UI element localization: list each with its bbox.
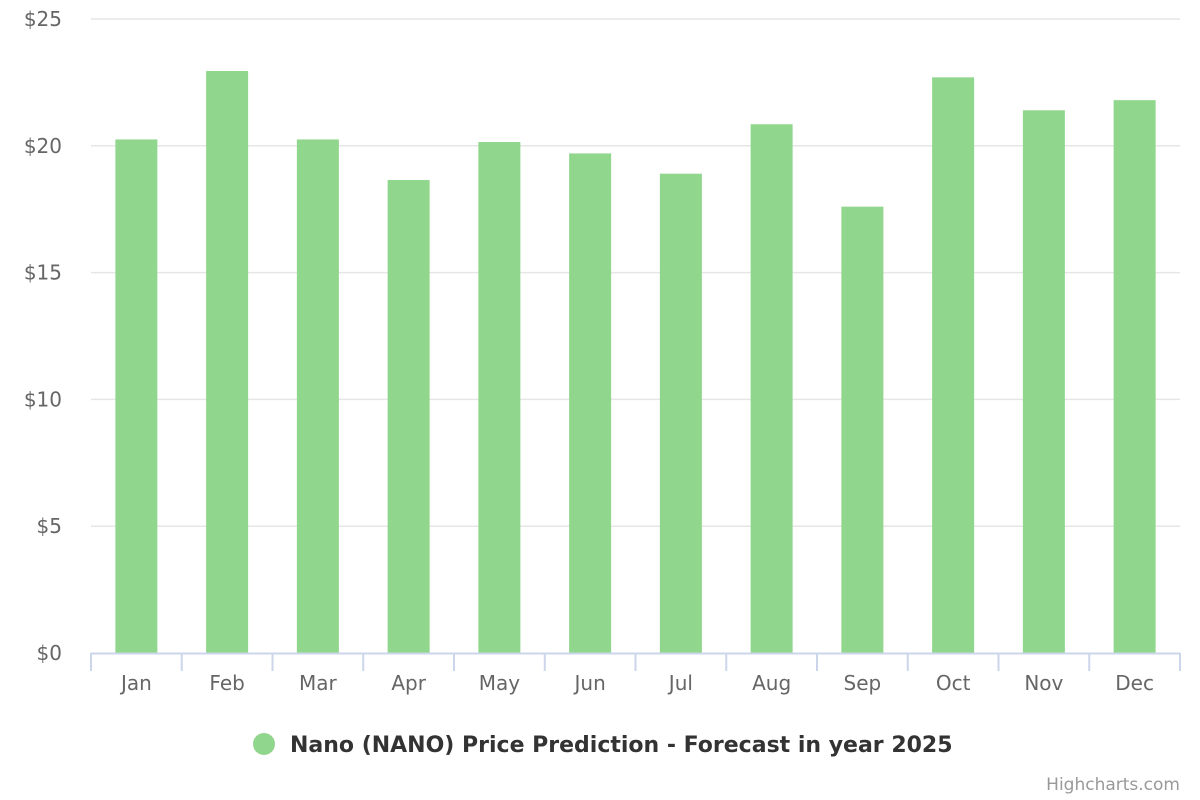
legend-label[interactable]: Nano (NANO) Price Prediction - Forecast … (290, 733, 953, 758)
y-tick-label: $15 (24, 261, 62, 285)
x-tick-label: Jan (119, 671, 152, 695)
y-tick-label: $10 (24, 387, 62, 411)
x-axis (90, 652, 1181, 671)
y-tick-label: $20 (24, 134, 62, 158)
bars (115, 70, 1156, 654)
legend[interactable]: Nano (NANO) Price Prediction - Forecast … (253, 733, 953, 758)
legend-marker (253, 733, 275, 755)
bar-nov[interactable] (1022, 110, 1065, 653)
x-tick-label: Feb (209, 671, 244, 695)
x-tick-label: May (479, 671, 521, 695)
x-tick-label: Aug (752, 671, 791, 695)
x-tick-label: Dec (1115, 671, 1154, 695)
x-tick-label: Sep (844, 671, 882, 695)
x-axis-labels: Jan Feb Mar Apr May Jun Jul Aug Sep Oct Nov Dec (119, 671, 1154, 695)
grid-lines (91, 18, 1180, 527)
bar-jan[interactable] (115, 139, 158, 653)
y-tick-label: $25 (24, 7, 62, 31)
bar-apr[interactable] (387, 180, 430, 653)
y-tick-label: $5 (37, 514, 62, 538)
x-tick-label: Jun (573, 671, 606, 695)
bar-aug[interactable] (750, 124, 793, 653)
bar-jun[interactable] (569, 153, 612, 653)
bar-jul[interactable] (659, 173, 702, 654)
x-tick-label: Oct (936, 671, 971, 695)
x-tick-label: Mar (299, 671, 338, 695)
bar-feb[interactable] (206, 70, 249, 654)
bar-dec[interactable] (1113, 100, 1156, 654)
y-tick-label: $0 (37, 641, 62, 665)
y-axis-labels: $0 $5 $10 $15 $20 $25 (24, 7, 62, 665)
x-tick-label: Apr (391, 671, 426, 695)
bar-sep[interactable] (841, 206, 884, 653)
x-tick-label: Jul (667, 671, 693, 695)
x-tick-label: Nov (1024, 671, 1063, 695)
credits-link[interactable]: Highcharts.com (1046, 775, 1180, 795)
bar-may[interactable] (478, 141, 521, 653)
bar-oct[interactable] (932, 77, 975, 653)
bar-mar[interactable] (296, 139, 339, 653)
